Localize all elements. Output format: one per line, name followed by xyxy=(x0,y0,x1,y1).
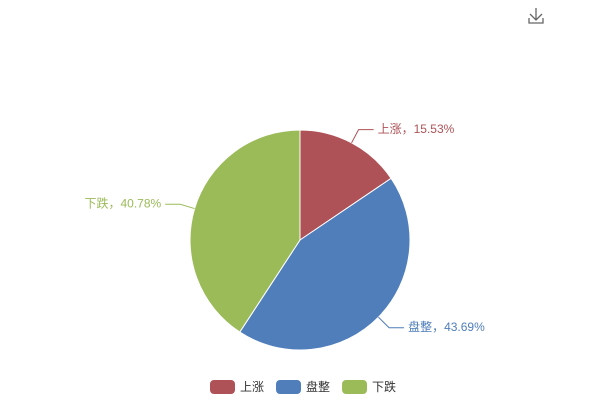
legend-label: 上涨 xyxy=(240,379,264,394)
label-line xyxy=(165,203,195,210)
label-line xyxy=(378,316,405,329)
legend-swatch xyxy=(342,380,368,394)
data-label: 下跌，40.78% xyxy=(85,195,162,210)
data-label: 盘整，43.69% xyxy=(408,319,485,334)
legend-label: 盘整 xyxy=(306,379,330,394)
pie-slice xyxy=(189,129,301,333)
legend-swatch xyxy=(210,380,235,394)
download-button[interactable] xyxy=(528,8,544,24)
pie-slice xyxy=(239,177,411,351)
legend-label: 下跌 xyxy=(372,379,396,394)
data-label: 上涨，15.53% xyxy=(378,121,455,136)
label-line xyxy=(351,129,374,144)
legend-swatch xyxy=(276,380,302,394)
pie-slice xyxy=(299,129,392,241)
